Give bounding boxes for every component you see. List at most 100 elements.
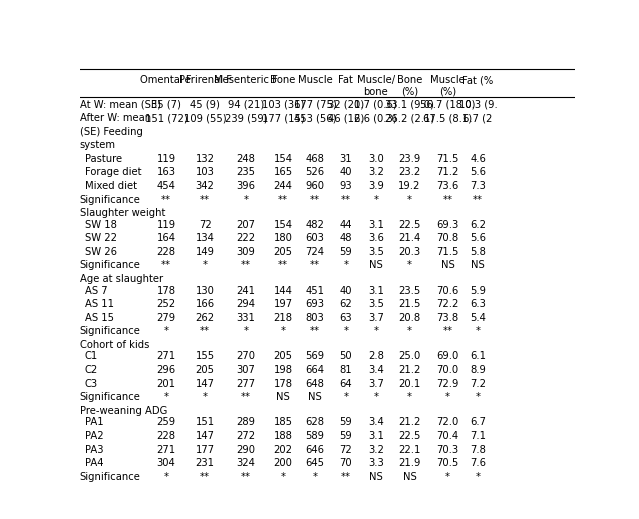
Text: **: **	[473, 195, 483, 204]
Text: **: **	[341, 195, 351, 204]
Text: 73.6: 73.6	[436, 181, 459, 191]
Text: *: *	[445, 392, 450, 402]
Text: 482: 482	[305, 220, 325, 230]
Text: 331: 331	[236, 313, 256, 323]
Text: 119: 119	[157, 154, 176, 164]
Text: Fat: Fat	[339, 75, 353, 85]
Text: *: *	[373, 326, 378, 336]
Text: 94 (21): 94 (21)	[228, 100, 264, 110]
Text: 23.2: 23.2	[398, 168, 420, 177]
Text: 6.7 (2: 6.7 (2	[463, 113, 493, 123]
Text: **: **	[200, 195, 210, 204]
Text: 40: 40	[339, 285, 352, 296]
Text: *: *	[407, 261, 412, 270]
Text: 119: 119	[157, 220, 176, 230]
Text: *: *	[203, 392, 208, 402]
Text: 22.5: 22.5	[398, 431, 420, 441]
Text: 202: 202	[273, 445, 293, 455]
Text: AS 11: AS 11	[85, 299, 114, 309]
Text: 72.0: 72.0	[436, 417, 459, 427]
Text: 5.6: 5.6	[470, 233, 486, 243]
Text: *: *	[407, 195, 412, 204]
Text: 468: 468	[305, 154, 325, 164]
Text: 451: 451	[305, 285, 325, 296]
Text: Significance: Significance	[80, 195, 141, 204]
Text: 664: 664	[305, 365, 325, 375]
Text: 70: 70	[339, 458, 352, 468]
Text: *: *	[343, 326, 348, 336]
Text: At W: mean (SE): At W: mean (SE)	[80, 100, 161, 110]
Text: 134: 134	[196, 233, 215, 243]
Text: 21.9: 21.9	[398, 458, 420, 468]
Text: *: *	[475, 472, 481, 482]
Text: 50: 50	[339, 351, 352, 362]
Text: 69.0: 69.0	[436, 351, 459, 362]
Text: NS: NS	[441, 261, 454, 270]
Text: 296: 296	[157, 365, 176, 375]
Text: 3.1: 3.1	[368, 220, 383, 230]
Text: 3.0: 3.0	[368, 154, 383, 164]
Text: Omental F: Omental F	[140, 75, 192, 85]
Text: 151: 151	[196, 417, 215, 427]
Text: 62: 62	[339, 299, 352, 309]
Text: 103 (36): 103 (36)	[262, 100, 304, 110]
Text: 166: 166	[196, 299, 215, 309]
Text: 228: 228	[157, 247, 176, 257]
Text: 724: 724	[305, 247, 325, 257]
Text: **: **	[310, 326, 320, 336]
Text: 6.1: 6.1	[470, 351, 486, 362]
Text: 3.5: 3.5	[368, 299, 383, 309]
Text: 71.5: 71.5	[436, 154, 459, 164]
Text: 239 (59): 239 (59)	[225, 113, 267, 123]
Text: 277: 277	[236, 379, 256, 389]
Text: 271: 271	[157, 445, 176, 455]
Text: 151 (72): 151 (72)	[144, 113, 187, 123]
Text: NS: NS	[276, 392, 290, 402]
Text: 20.1: 20.1	[398, 379, 420, 389]
Text: C2: C2	[85, 365, 98, 375]
Text: 222: 222	[236, 233, 256, 243]
Text: 19.2: 19.2	[398, 181, 420, 191]
Text: 454: 454	[157, 181, 176, 191]
Text: 45 (9): 45 (9)	[190, 100, 220, 110]
Text: Mesenteric F: Mesenteric F	[214, 75, 278, 85]
Text: SW 26: SW 26	[85, 247, 117, 257]
Text: AS 7: AS 7	[85, 285, 107, 296]
Text: 31: 31	[339, 154, 352, 164]
Text: 693: 693	[305, 299, 325, 309]
Text: 3.4: 3.4	[368, 365, 383, 375]
Text: 1.7 (0.6): 1.7 (0.6)	[355, 100, 397, 110]
Text: *: *	[281, 472, 286, 482]
Text: 279: 279	[157, 313, 176, 323]
Text: *: *	[407, 392, 412, 402]
Text: 241: 241	[236, 285, 256, 296]
Text: 259: 259	[157, 417, 176, 427]
Text: 7.1: 7.1	[470, 431, 486, 441]
Text: *: *	[475, 326, 481, 336]
Text: 155: 155	[196, 351, 215, 362]
Text: Age at slaughter: Age at slaughter	[80, 274, 163, 284]
Text: SW 22: SW 22	[85, 233, 117, 243]
Text: 21.4: 21.4	[398, 233, 420, 243]
Text: 5.8: 5.8	[470, 247, 486, 257]
Text: 185: 185	[273, 417, 293, 427]
Text: 93: 93	[339, 181, 352, 191]
Text: 4.6: 4.6	[470, 154, 486, 164]
Text: 228: 228	[157, 431, 176, 441]
Text: 71.5: 71.5	[436, 247, 459, 257]
Text: 271: 271	[157, 351, 176, 362]
Text: 163: 163	[157, 168, 176, 177]
Text: 205: 205	[273, 247, 293, 257]
Text: **: **	[278, 195, 288, 204]
Text: 304: 304	[157, 458, 176, 468]
Text: 2.8: 2.8	[368, 351, 383, 362]
Text: *: *	[373, 195, 378, 204]
Text: Muscle
(%): Muscle (%)	[430, 75, 465, 97]
Text: 3.4: 3.4	[368, 417, 383, 427]
Text: 70.8: 70.8	[436, 233, 459, 243]
Text: **: **	[443, 195, 452, 204]
Text: **: **	[310, 261, 320, 270]
Text: 132: 132	[196, 154, 215, 164]
Text: PA4: PA4	[85, 458, 104, 468]
Text: 453 (56): 453 (56)	[294, 113, 336, 123]
